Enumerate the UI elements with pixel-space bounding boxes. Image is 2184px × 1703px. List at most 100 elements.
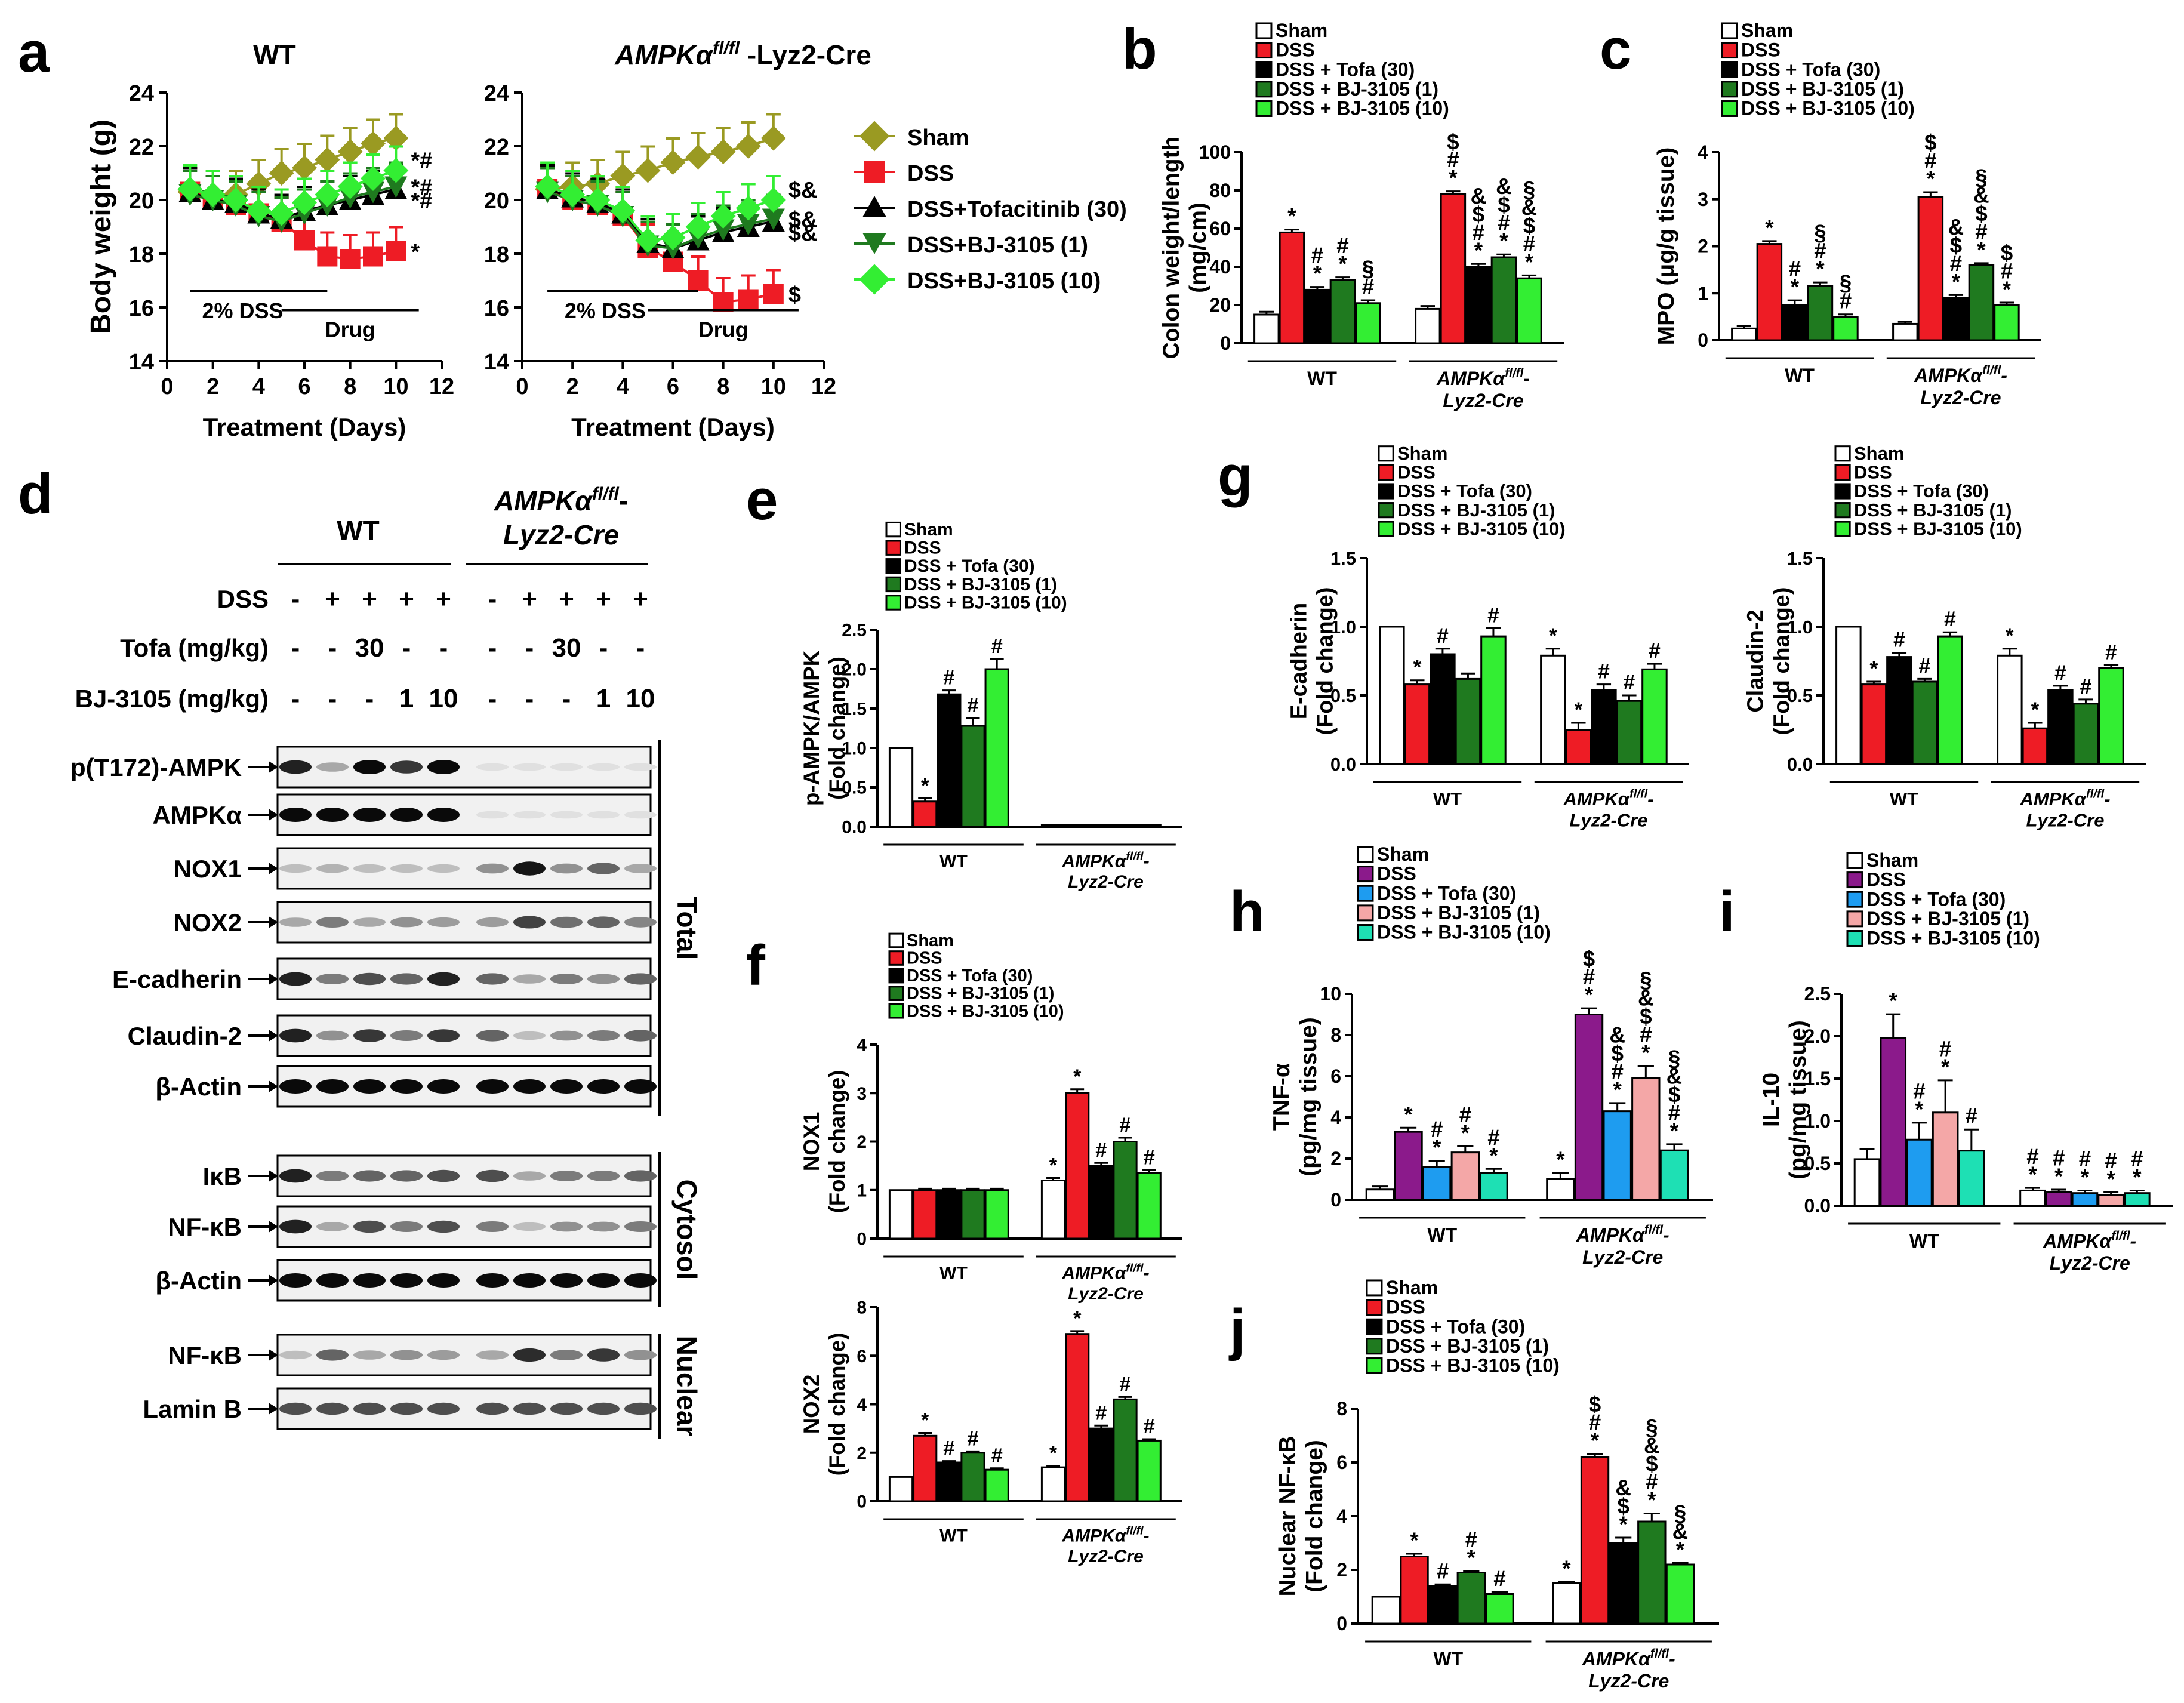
- dss-period-label: 2% DSS: [565, 298, 646, 323]
- dss-period-label: 2% DSS: [202, 298, 283, 323]
- bar: [1065, 824, 1090, 828]
- legend-label: DSS: [1866, 869, 1906, 891]
- y-tick-label: 0.5: [842, 778, 867, 798]
- y-tick-label: 0.0: [1787, 754, 1813, 775]
- significance-mark: #: [1919, 654, 1931, 677]
- data-point: [315, 182, 340, 207]
- data-point: [337, 139, 363, 164]
- significance-mark: *: [411, 240, 420, 265]
- blot-band: [624, 763, 657, 771]
- significance-mark: *: [1952, 269, 1961, 294]
- blot-band: [279, 1273, 312, 1288]
- blot-band: [513, 1222, 546, 1231]
- group-label-ko-dash: -: [1144, 852, 1150, 871]
- western-blot: WT AMPKαfl/fl- Lyz2-Cre DSS Tofa (mg/kg)…: [70, 484, 703, 1439]
- bar: [1546, 1178, 1575, 1201]
- bar-chart-nox2: 0 2 4 6 8 NOX2 (Fold change) * # # # WT * * # # # AMPKαfl…: [799, 1298, 1182, 1566]
- significance-mark: §: [1975, 165, 1987, 189]
- blot-lane-symbol: +: [399, 584, 414, 614]
- significance-mark: #: [991, 1445, 1003, 1467]
- significance-mark: *: [2006, 624, 2014, 648]
- panel-label-f: f: [746, 934, 766, 997]
- data-point: [535, 174, 560, 199]
- bar: [1782, 304, 1808, 341]
- y-tick-label: 1.5: [842, 700, 867, 719]
- y-tick-label: 2.0: [1804, 1026, 1831, 1047]
- blot-lane-symbol: -: [328, 633, 337, 663]
- bar: [1943, 297, 1969, 341]
- bar-chart-claudin2: 0.0 0.5 1.0 1.5 Claudin-2 (Fold change) * # # # WT…: [1743, 548, 2146, 830]
- bar: [1665, 1563, 1695, 1625]
- data-point: [294, 230, 315, 251]
- group-label-ko-dash: -: [1663, 1224, 1669, 1246]
- legend-swatch: [1378, 464, 1394, 481]
- data-point: [610, 198, 636, 223]
- legend-swatch: [1255, 100, 1273, 117]
- bar: [1937, 635, 1963, 765]
- y-axis-label: NOX1: [799, 1112, 824, 1172]
- blot-band: [353, 1273, 386, 1288]
- y-tick-label: 4: [1336, 1505, 1347, 1527]
- legend-label: DSS + BJ-3105 (10): [1854, 518, 2022, 539]
- bar: [1552, 1582, 1581, 1625]
- significance-mark: *: [1869, 657, 1878, 680]
- blot-section-total: Total: [671, 897, 703, 960]
- legend-label: DSS + BJ-3105 (10): [1397, 518, 1566, 539]
- bar: [984, 668, 1009, 828]
- legend-label: DSS + Tofa (30): [1741, 58, 1880, 80]
- y-tick-label: 0.5: [1330, 685, 1356, 706]
- blot-band: [587, 974, 620, 984]
- blot-band: [279, 1219, 312, 1234]
- legend-swatch: [1357, 924, 1374, 941]
- y-tick-label: 0: [1330, 1189, 1341, 1211]
- blot-band: [476, 863, 509, 874]
- blot-band: [353, 1402, 386, 1415]
- significance-mark: $: [1473, 202, 1484, 226]
- blot-band: [427, 1350, 460, 1360]
- bar: [2097, 1194, 2124, 1207]
- y-tick-label: 1.5: [1804, 1068, 1831, 1089]
- legend-label: DSS + BJ-3105 (1): [1386, 1335, 1549, 1357]
- significance-mark: #: [1437, 624, 1449, 648]
- legend-swatch: [888, 986, 904, 1001]
- blot-band: [353, 972, 386, 986]
- legend-swatch: [885, 540, 901, 556]
- blot-lane-symbol: -: [439, 633, 448, 663]
- blot-band: [550, 1030, 583, 1041]
- data-point: [315, 147, 340, 173]
- group-label-ko-line2: Lyz2-Cre: [1068, 1284, 1144, 1304]
- blot-row-dss-label: DSS: [217, 585, 269, 613]
- blot-band: [587, 763, 620, 771]
- y-tick-label: 10: [1320, 983, 1341, 1005]
- blot-band: [353, 1170, 386, 1182]
- blot-band: [624, 811, 657, 819]
- group-label-ko-name: AMPKα: [1061, 1264, 1126, 1283]
- blot-band: [279, 864, 312, 873]
- panel-label-e: e: [746, 468, 778, 532]
- significance-mark: *: [1613, 1077, 1622, 1102]
- group-label-ko-sup: fl/fl: [2086, 787, 2105, 800]
- legend-swatch: [1366, 1318, 1383, 1335]
- bar: [1113, 1141, 1138, 1240]
- bar: [1089, 1165, 1114, 1240]
- legend-swatch: [1357, 846, 1374, 863]
- group-label-ko-sup: fl/fl: [2111, 1229, 2130, 1243]
- legend-swatch: [1366, 1338, 1383, 1355]
- significance-mark: *: [1338, 252, 1347, 276]
- blot-band: [550, 763, 583, 771]
- bar: [984, 1468, 1009, 1502]
- significance-mark: *: [1765, 215, 1774, 240]
- y-tick-label: 4: [1330, 1107, 1341, 1128]
- group-label-wt: WT: [939, 1526, 968, 1546]
- significance-mark: #: [943, 667, 954, 689]
- bar: [1440, 193, 1467, 344]
- significance-mark: *: [1585, 983, 1594, 1007]
- significance-mark: *: [1670, 1119, 1679, 1143]
- significance-mark: #: [1611, 1059, 1623, 1083]
- significance-mark: #: [2054, 661, 2066, 685]
- y-axis-label: IL-10: [1758, 1073, 1784, 1127]
- blot-band: [587, 1348, 620, 1362]
- y-tick-label: 0.5: [1787, 685, 1813, 706]
- bar: [1609, 1542, 1638, 1625]
